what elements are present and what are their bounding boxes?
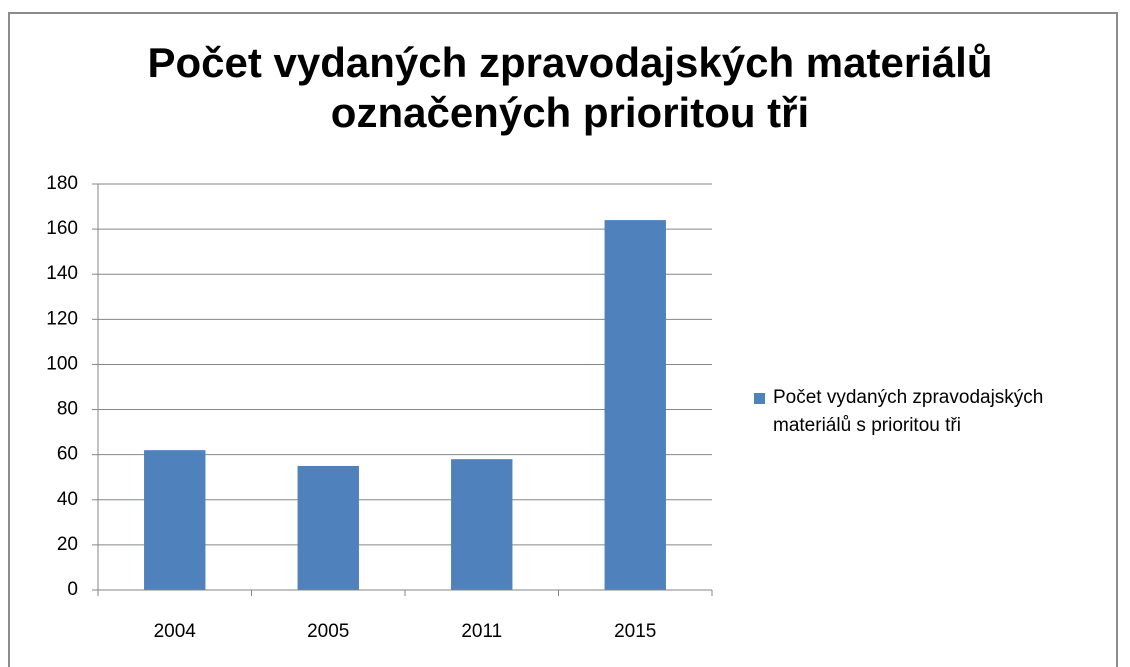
- y-tick-label: 160: [46, 218, 78, 239]
- y-tick-label: 20: [57, 534, 78, 555]
- y-tick-label: 40: [57, 489, 78, 510]
- bar: [144, 450, 206, 590]
- y-tick-label: 140: [46, 263, 78, 284]
- bar: [604, 220, 666, 591]
- x-tick-label: 2004: [154, 621, 197, 642]
- bar: [451, 459, 513, 590]
- chart-frame: [8, 12, 1118, 667]
- chart-title: Počet vydaných zpravodajských materiálů …: [147, 39, 993, 136]
- legend: Počet vydaných zpravodajských materiálů …: [754, 384, 1124, 440]
- legend-swatch: [754, 393, 765, 404]
- y-tick-label: 0: [67, 579, 78, 600]
- y-tick-label: 120: [46, 308, 78, 329]
- y-tick-label: 80: [57, 399, 78, 420]
- y-tick-label: 100: [46, 353, 78, 374]
- x-tick-label: 2011: [461, 621, 502, 642]
- y-tick-label: 180: [46, 173, 78, 194]
- x-tick-label: 2015: [614, 621, 656, 642]
- legend-label: Počet vydaných zpravodajských materiálů …: [773, 387, 1044, 436]
- y-tick-label: 60: [57, 444, 78, 465]
- bar: [297, 465, 359, 590]
- x-tick-label: 2005: [307, 621, 349, 642]
